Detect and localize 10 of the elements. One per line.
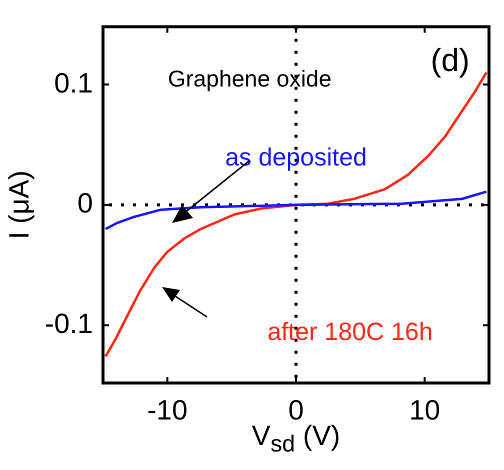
x-tick-label: 10 (409, 394, 440, 426)
y-axis-title: I (μA) (4, 170, 35, 240)
annotation: Graphene oxide (168, 66, 332, 92)
y-tick-label: -0.1 (44, 308, 93, 339)
text: after 180C 16h (267, 318, 433, 346)
y-tick-label: 0 (77, 188, 93, 219)
annotation: (d) (430, 42, 470, 78)
x-tick-label: -10 (147, 394, 188, 426)
y-tick-label: 0.1 (54, 67, 93, 98)
series-label: as deposited (225, 143, 367, 172)
